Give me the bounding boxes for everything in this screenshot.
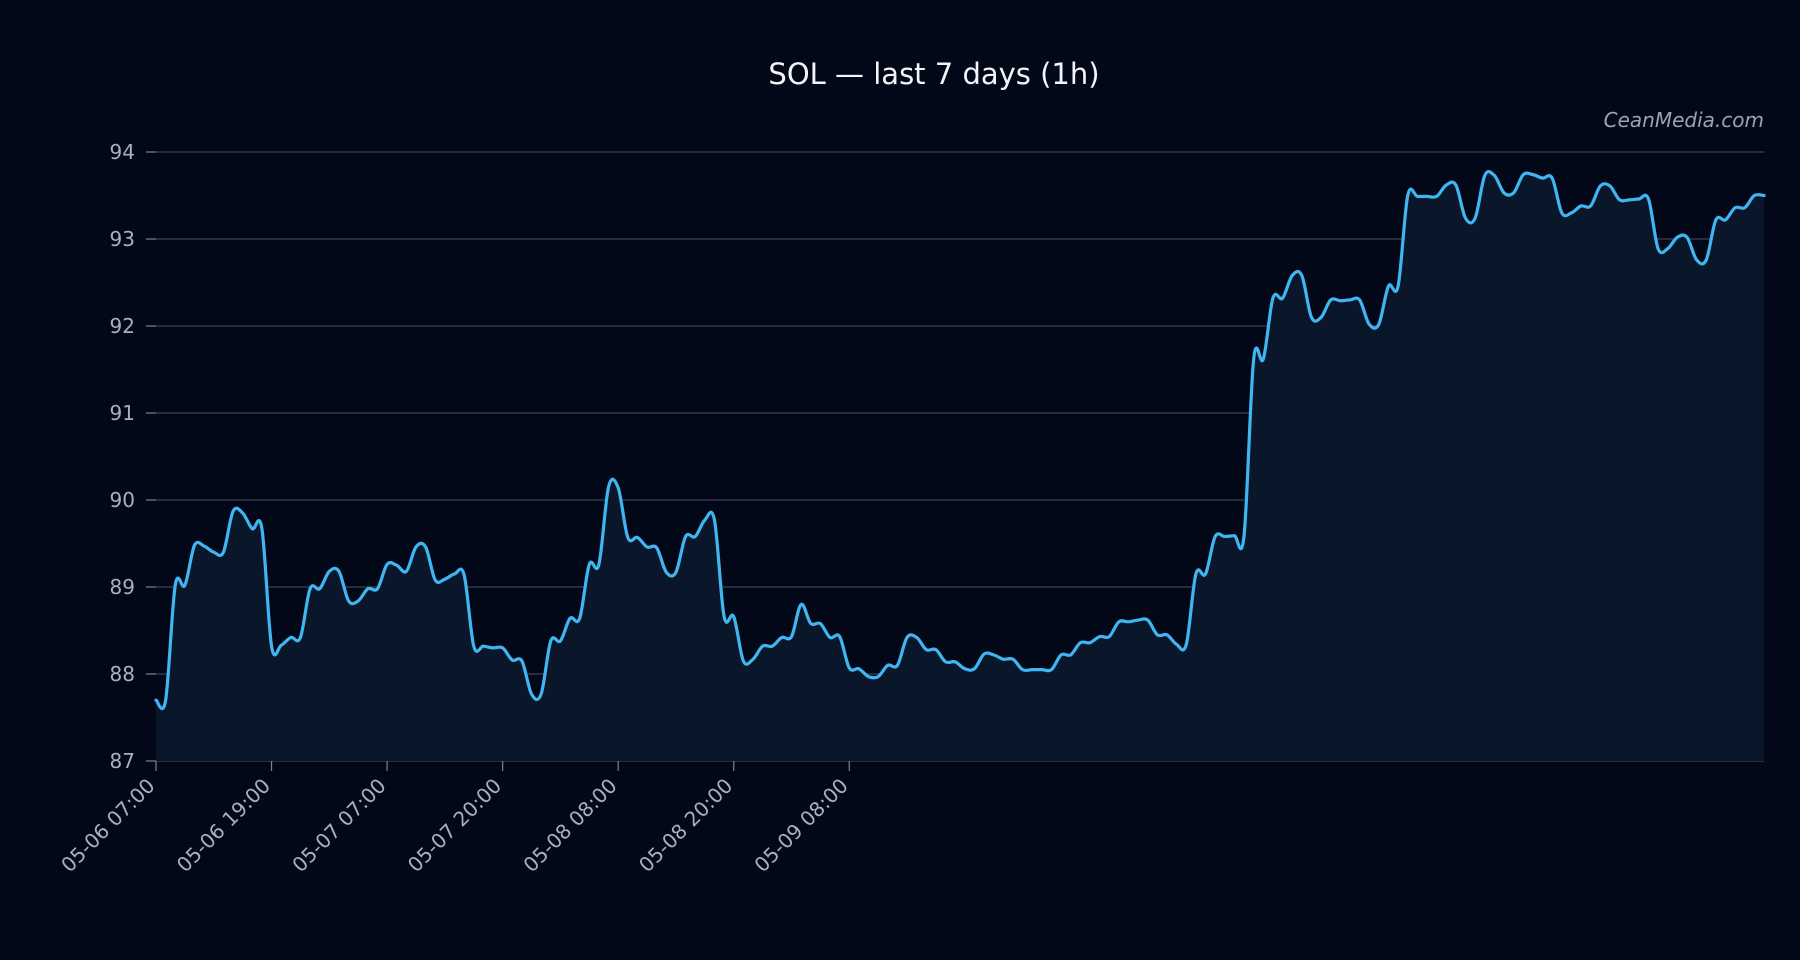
watermark: CeanMedia.com xyxy=(1604,108,1764,132)
y-tick-label: 89 xyxy=(110,575,135,599)
price-area-fill xyxy=(156,171,1764,761)
y-axis: 87 88 89 90 91 92 93 94 xyxy=(110,140,156,773)
y-tick-label: 91 xyxy=(110,401,135,425)
chart-title: SOL — last 7 days (1h) xyxy=(768,57,1099,91)
y-tick-label: 88 xyxy=(110,662,135,686)
area-layer xyxy=(156,171,1764,761)
price-line xyxy=(154,170,1766,711)
y-tick-label: 93 xyxy=(110,227,135,251)
y-tick-label: 87 xyxy=(110,749,135,773)
y-tick-label: 94 xyxy=(110,140,135,164)
line-layer xyxy=(154,170,1766,711)
y-tick-label: 90 xyxy=(110,488,135,512)
y-tick-label: 92 xyxy=(110,314,135,338)
